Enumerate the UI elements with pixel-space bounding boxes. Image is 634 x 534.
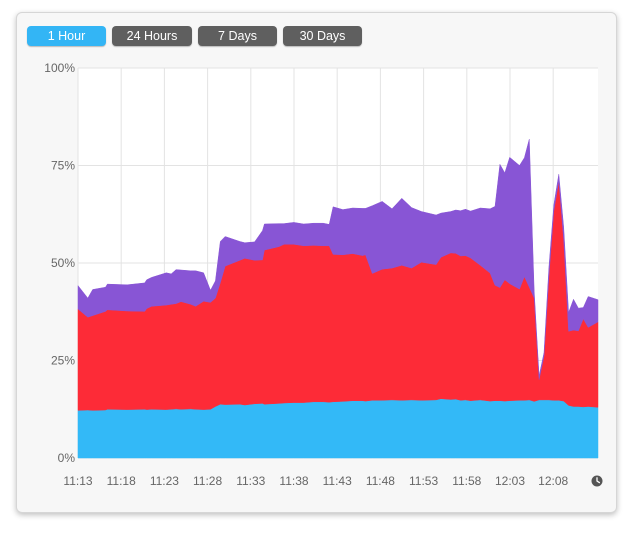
x-tick-label: 11:38 (279, 474, 308, 488)
y-tick-labels: 0% 25% 50% 75% 100% (44, 61, 75, 465)
tab-24-hours[interactable]: 24 Hours (112, 26, 192, 46)
x-tick-label: 11:28 (193, 474, 222, 488)
x-tick-label: 12:03 (495, 474, 525, 488)
y-tick-label: 25% (51, 354, 75, 368)
y-tick-label: 50% (51, 256, 75, 270)
x-tick-label: 11:58 (452, 474, 481, 488)
tab-30-days[interactable]: 30 Days (283, 26, 362, 46)
x-tick-labels: 11:13 11:18 11:23 11:28 11:33 11:38 11:43 11:48… (63, 474, 568, 488)
window: 1 Hour 24 Hours 7 Days 30 Days 0% 25% 50% 7… (16, 12, 617, 513)
x-tick-label: 11:13 (63, 474, 92, 488)
area-series-3 (77, 138, 599, 380)
x-tick-label: 11:23 (150, 474, 179, 488)
clock-icon[interactable] (591, 475, 603, 487)
tab-7-days[interactable]: 7 Days (198, 26, 277, 46)
y-tick-label: 0% (58, 451, 76, 465)
y-tick-label: 100% (44, 61, 75, 75)
tab-1-hour[interactable]: 1 Hour (27, 26, 106, 46)
y-tick-label: 75% (51, 159, 75, 173)
usage-chart: 0% 25% 50% 75% 100% 11:13 11:18 11:23 11:28 11:3… (44, 61, 603, 488)
x-tick-label: 11:53 (409, 474, 438, 488)
x-tick-label: 12:08 (538, 474, 568, 488)
stacked-areas (77, 138, 599, 459)
x-tick-label: 11:48 (366, 474, 395, 488)
x-tick-label: 11:33 (236, 474, 265, 488)
x-tick-label: 11:18 (107, 474, 136, 488)
x-tick-label: 11:43 (323, 474, 352, 488)
